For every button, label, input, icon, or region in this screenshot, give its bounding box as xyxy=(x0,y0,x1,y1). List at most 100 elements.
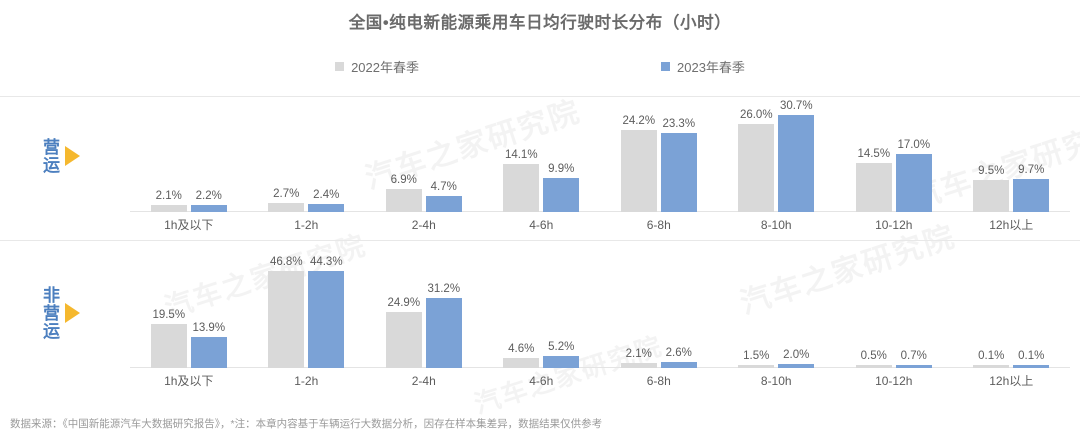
bar-column[interactable]: 9.9% xyxy=(543,100,580,212)
bar-value-label: 5.2% xyxy=(548,341,575,353)
bar[interactable] xyxy=(895,365,932,368)
bar-column[interactable]: 9.7% xyxy=(1013,100,1050,212)
bar-value-label: 14.1% xyxy=(504,149,538,161)
bar-column[interactable]: 2.2% xyxy=(190,100,227,212)
bar[interactable] xyxy=(973,180,1010,212)
axis-line xyxy=(130,211,1070,212)
bar-value-label: 2.6% xyxy=(665,347,692,359)
bar[interactable] xyxy=(190,337,227,368)
bar[interactable] xyxy=(738,365,775,368)
bar-group: 0.1% 0.1% 12h以上 xyxy=(953,256,1071,394)
bar-pair: 0.5% 0.7% xyxy=(855,256,932,368)
bar[interactable] xyxy=(620,363,657,368)
x-axis-label: 2-4h xyxy=(411,374,436,388)
bar-value-label: 23.3% xyxy=(662,118,696,130)
bar[interactable] xyxy=(308,204,345,212)
bar-value-label: 0.5% xyxy=(860,350,887,362)
bar-column[interactable]: 4.6% xyxy=(503,256,540,368)
bar-value-label: 14.5% xyxy=(857,148,891,160)
x-axis-label: 4-6h xyxy=(529,374,554,388)
bar-group: 9.5% 9.7% 12h以上 xyxy=(953,100,1071,238)
bar-column[interactable]: 2.1% xyxy=(620,256,657,368)
x-axis-label: 1h及以下 xyxy=(164,374,214,388)
bar-column[interactable]: 2.4% xyxy=(308,100,345,212)
bar-column[interactable]: 2.0% xyxy=(778,256,815,368)
bar-column[interactable]: 4.7% xyxy=(425,100,462,212)
legend-item-2023: 2023年春季 xyxy=(661,57,745,76)
x-axis-label: 4-6h xyxy=(529,218,554,232)
bar[interactable] xyxy=(268,271,305,368)
bar-column[interactable]: 2.6% xyxy=(660,256,697,368)
bar-pair: 26.0% 30.7% xyxy=(738,100,815,212)
bar-value-label: 0.1% xyxy=(1018,350,1045,362)
bar[interactable] xyxy=(778,115,815,212)
x-axis-label: 10-12h xyxy=(875,218,913,232)
bar[interactable] xyxy=(855,365,892,368)
bar-column[interactable]: 2.1% xyxy=(150,100,187,212)
bar[interactable] xyxy=(855,163,892,212)
bar-value-label: 2.1% xyxy=(625,348,652,360)
bar[interactable] xyxy=(543,178,580,212)
bar-column[interactable]: 2.7% xyxy=(268,100,305,212)
row-label-non-operating-text: 非营运 xyxy=(40,286,60,340)
x-axis-label: 12h以上 xyxy=(989,218,1034,232)
bar-column[interactable]: 19.5% xyxy=(150,256,187,368)
bar[interactable] xyxy=(150,205,187,212)
bar-column[interactable]: 5.2% xyxy=(543,256,580,368)
x-axis-label: 8-10h xyxy=(760,374,792,388)
bar-column[interactable]: 14.1% xyxy=(503,100,540,212)
bar-column[interactable]: 9.5% xyxy=(973,100,1010,212)
bar-column[interactable]: 30.7% xyxy=(778,100,815,212)
bar-column[interactable]: 0.1% xyxy=(973,256,1010,368)
bar[interactable] xyxy=(150,324,187,368)
bar[interactable] xyxy=(385,312,422,368)
row-label-operating-text: 营运 xyxy=(40,138,60,174)
bar[interactable] xyxy=(738,124,775,212)
legend-swatch-2022 xyxy=(335,62,345,71)
bar-pair: 24.9% 31.2% xyxy=(385,256,462,368)
bar-column[interactable]: 17.0% xyxy=(895,100,932,212)
bar-column[interactable]: 14.5% xyxy=(855,100,892,212)
bar-column[interactable]: 0.5% xyxy=(855,256,892,368)
bar-column[interactable]: 6.9% xyxy=(385,100,422,212)
bar[interactable] xyxy=(503,358,540,368)
bar[interactable] xyxy=(1013,179,1050,212)
x-axis-label: 8-10h xyxy=(760,218,792,232)
bar-group: 19.5% 13.9% 1h及以下 xyxy=(130,256,248,394)
bar-group: 2.1% 2.2% 1h及以下 xyxy=(130,100,248,238)
bar[interactable] xyxy=(425,298,462,368)
bar-groups-operating: 2.1% 2.2% 1h及以下 2.7% 2.4% 1-2h 6.9% 4.7% 2-4h 14.… xyxy=(130,100,1070,238)
x-axis-label: 6-8h xyxy=(646,218,671,232)
bar-column[interactable]: 13.9% xyxy=(190,256,227,368)
bar[interactable] xyxy=(973,365,1010,368)
bar[interactable] xyxy=(385,189,422,212)
bar[interactable] xyxy=(268,203,305,212)
bar-group: 2.7% 2.4% 1-2h xyxy=(248,100,366,238)
bar[interactable] xyxy=(1013,365,1050,368)
bar-column[interactable]: 23.3% xyxy=(660,100,697,212)
bar-pair: 19.5% 13.9% xyxy=(150,256,227,368)
bar[interactable] xyxy=(895,154,932,212)
bar-column[interactable]: 26.0% xyxy=(738,100,775,212)
bar[interactable] xyxy=(190,205,227,212)
bar-column[interactable]: 0.7% xyxy=(895,256,932,368)
bar-pair: 14.1% 9.9% xyxy=(503,100,580,212)
bar[interactable] xyxy=(425,196,462,212)
bar[interactable] xyxy=(660,133,697,212)
bar-column[interactable]: 44.3% xyxy=(308,256,345,368)
bar-column[interactable]: 1.5% xyxy=(738,256,775,368)
bar-column[interactable]: 46.8% xyxy=(268,256,305,368)
x-axis-label: 1-2h xyxy=(294,218,319,232)
bar[interactable] xyxy=(620,130,657,212)
bar-column[interactable]: 0.1% xyxy=(1013,256,1050,368)
x-axis-label: 2-4h xyxy=(411,218,436,232)
bar[interactable] xyxy=(660,362,697,368)
bar[interactable] xyxy=(543,356,580,368)
bar[interactable] xyxy=(308,271,345,368)
bar-column[interactable]: 24.2% xyxy=(620,100,657,212)
bar-column[interactable]: 24.9% xyxy=(385,256,422,368)
bar[interactable] xyxy=(503,164,540,212)
bar-pair: 2.7% 2.4% xyxy=(268,100,345,212)
bar-column[interactable]: 31.2% xyxy=(425,256,462,368)
bar[interactable] xyxy=(778,364,815,368)
